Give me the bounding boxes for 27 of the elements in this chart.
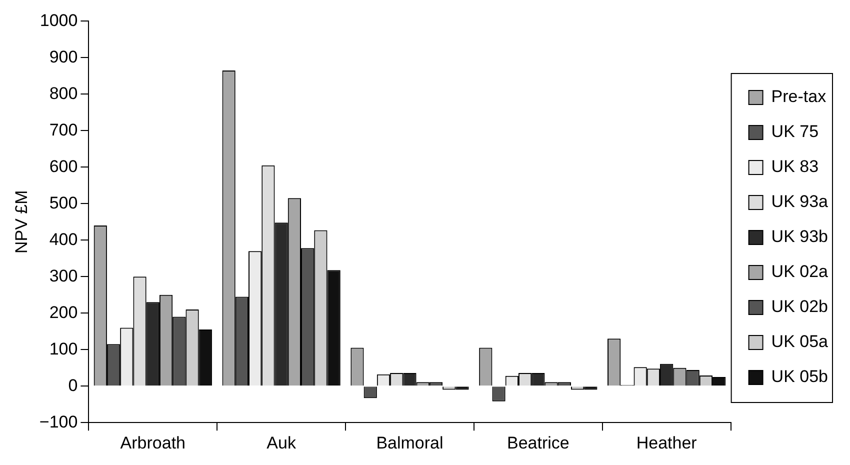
y-tick-label: 400 <box>49 230 78 249</box>
x-tick-label: Arbroath <box>120 433 186 452</box>
x-tick-label: Auk <box>266 433 296 452</box>
y-tick-label: −100 <box>39 412 78 432</box>
legend-label: UK 75 <box>771 122 819 142</box>
x-tick-label: Beatrice <box>506 433 570 452</box>
legend-label: UK 02a <box>771 262 829 282</box>
y-tick-label: 600 <box>49 156 78 176</box>
legend-label: UK 02b <box>771 297 828 316</box>
y-tick-label: 700 <box>49 120 78 140</box>
y-tick-label: 800 <box>49 84 78 103</box>
y-tick-label: 500 <box>49 193 78 212</box>
y-axis-title: NPV £M <box>12 190 31 254</box>
legend-label: UK 05b <box>771 367 828 386</box>
x-tick-label: Balmoral <box>376 433 444 452</box>
legend-label: UK 05a <box>771 332 829 352</box>
y-tick-label: 100 <box>49 339 78 358</box>
legend-label: UK 83 <box>771 157 819 176</box>
x-tick-label: Heather <box>636 433 698 452</box>
y-tick-label: 1000 <box>40 10 78 30</box>
y-tick-label: 200 <box>49 302 78 322</box>
legend-label: Pre-tax <box>771 87 827 106</box>
legend-label: UK 93b <box>771 227 828 246</box>
y-tick-label: 300 <box>49 266 78 286</box>
y-tick-label: 0 <box>68 376 78 395</box>
legend-label: UK 93a <box>771 192 829 212</box>
y-tick-label: 900 <box>49 47 78 66</box>
